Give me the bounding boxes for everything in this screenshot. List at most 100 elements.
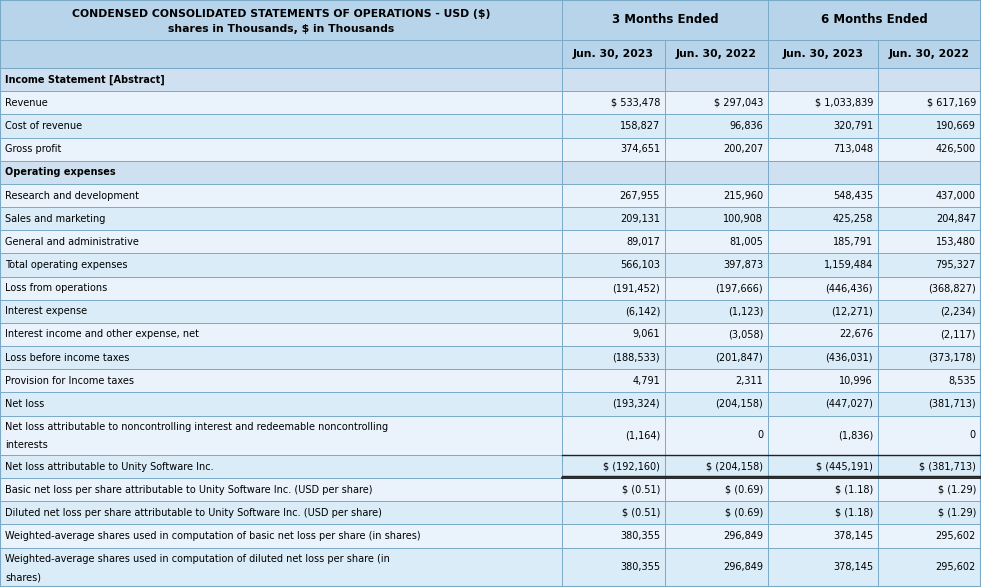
Bar xyxy=(0,369,562,393)
Bar xyxy=(878,276,981,300)
Text: 200,207: 200,207 xyxy=(723,144,763,154)
Text: 9,061: 9,061 xyxy=(633,329,660,339)
Text: $ (1.18): $ (1.18) xyxy=(835,508,873,518)
Bar xyxy=(878,548,981,587)
Bar xyxy=(562,478,665,501)
Text: (1,164): (1,164) xyxy=(625,430,660,440)
Bar xyxy=(0,346,562,369)
Bar xyxy=(768,184,878,207)
Text: General and administrative: General and administrative xyxy=(5,237,139,247)
Text: 1,159,484: 1,159,484 xyxy=(824,260,873,270)
Bar xyxy=(878,114,981,137)
Text: 89,017: 89,017 xyxy=(626,237,660,247)
Bar xyxy=(665,300,768,323)
Text: 81,005: 81,005 xyxy=(729,237,763,247)
Bar xyxy=(562,276,665,300)
Text: Diluted net loss per share attributable to Unity Software Inc. (USD per share): Diluted net loss per share attributable … xyxy=(5,508,382,518)
Bar xyxy=(878,40,981,68)
Text: $ (0.69): $ (0.69) xyxy=(725,485,763,495)
Bar xyxy=(878,501,981,524)
Bar xyxy=(768,478,878,501)
Text: 0: 0 xyxy=(757,430,763,440)
Bar xyxy=(665,91,768,114)
Text: (204,158): (204,158) xyxy=(715,399,763,409)
Text: (381,713): (381,713) xyxy=(928,399,976,409)
Text: 215,960: 215,960 xyxy=(723,191,763,201)
Text: Loss before income taxes: Loss before income taxes xyxy=(5,353,129,363)
Text: Weighted-average shares used in computation of basic net loss per share (in shar: Weighted-average shares used in computat… xyxy=(5,531,421,541)
Text: (436,031): (436,031) xyxy=(825,353,873,363)
Text: Interest expense: Interest expense xyxy=(5,306,87,316)
Bar xyxy=(878,230,981,254)
Text: $ 617,169: $ 617,169 xyxy=(927,98,976,108)
Bar xyxy=(878,91,981,114)
Bar xyxy=(0,184,562,207)
Bar xyxy=(665,369,768,393)
Bar xyxy=(562,501,665,524)
Text: $ (204,158): $ (204,158) xyxy=(706,461,763,471)
Bar xyxy=(768,369,878,393)
Bar xyxy=(0,207,562,230)
Text: 548,435: 548,435 xyxy=(833,191,873,201)
Text: $ 297,043: $ 297,043 xyxy=(714,98,763,108)
Text: Interest income and other expense, net: Interest income and other expense, net xyxy=(5,329,199,339)
Bar xyxy=(878,161,981,184)
Bar xyxy=(665,254,768,276)
Bar xyxy=(562,184,665,207)
Bar xyxy=(562,137,665,161)
Text: Cost of revenue: Cost of revenue xyxy=(5,121,82,131)
Text: 158,827: 158,827 xyxy=(620,121,660,131)
Text: $ (1.29): $ (1.29) xyxy=(938,508,976,518)
Bar xyxy=(665,323,768,346)
Bar xyxy=(878,184,981,207)
Text: Gross profit: Gross profit xyxy=(5,144,62,154)
Bar xyxy=(665,276,768,300)
Text: 380,355: 380,355 xyxy=(620,531,660,541)
Bar xyxy=(768,40,878,68)
Text: Jun. 30, 2023: Jun. 30, 2023 xyxy=(573,49,654,59)
Text: $ 533,478: $ 533,478 xyxy=(611,98,660,108)
Text: 397,873: 397,873 xyxy=(723,260,763,270)
Bar xyxy=(562,161,665,184)
Text: (188,533): (188,533) xyxy=(612,353,660,363)
Text: (193,324): (193,324) xyxy=(612,399,660,409)
Bar xyxy=(768,393,878,416)
Text: $ (0.69): $ (0.69) xyxy=(725,508,763,518)
Bar xyxy=(878,68,981,91)
Text: 795,327: 795,327 xyxy=(936,260,976,270)
Text: CONDENSED CONSOLIDATED STATEMENTS OF OPERATIONS - USD ($): CONDENSED CONSOLIDATED STATEMENTS OF OPE… xyxy=(72,9,490,19)
Text: 209,131: 209,131 xyxy=(620,214,660,224)
Bar xyxy=(0,68,562,91)
Bar xyxy=(768,254,878,276)
Bar xyxy=(562,230,665,254)
Text: 204,847: 204,847 xyxy=(936,214,976,224)
Bar xyxy=(0,524,562,548)
Bar xyxy=(665,478,768,501)
Bar xyxy=(768,276,878,300)
Text: (2,234): (2,234) xyxy=(941,306,976,316)
Text: 10,996: 10,996 xyxy=(839,376,873,386)
Bar xyxy=(562,68,665,91)
Text: 153,480: 153,480 xyxy=(936,237,976,247)
Text: $ (192,160): $ (192,160) xyxy=(603,461,660,471)
Bar xyxy=(878,455,981,478)
Text: $ (1.18): $ (1.18) xyxy=(835,485,873,495)
Bar xyxy=(562,369,665,393)
Text: 378,145: 378,145 xyxy=(833,531,873,541)
Text: Jun. 30, 2022: Jun. 30, 2022 xyxy=(889,49,970,59)
Text: 566,103: 566,103 xyxy=(620,260,660,270)
Bar xyxy=(665,161,768,184)
Text: 374,651: 374,651 xyxy=(620,144,660,154)
Text: Jun. 30, 2023: Jun. 30, 2023 xyxy=(783,49,863,59)
Text: 320,791: 320,791 xyxy=(833,121,873,131)
Bar xyxy=(768,114,878,137)
Text: 380,355: 380,355 xyxy=(620,562,660,572)
Bar xyxy=(562,254,665,276)
Text: Income Statement [Abstract]: Income Statement [Abstract] xyxy=(5,75,165,85)
Bar xyxy=(768,346,878,369)
Bar xyxy=(562,0,768,40)
Text: Provision for Income taxes: Provision for Income taxes xyxy=(5,376,134,386)
Bar xyxy=(562,524,665,548)
Bar xyxy=(562,323,665,346)
Text: Weighted-average shares used in computation of diluted net loss per share (in: Weighted-average shares used in computat… xyxy=(5,555,389,565)
